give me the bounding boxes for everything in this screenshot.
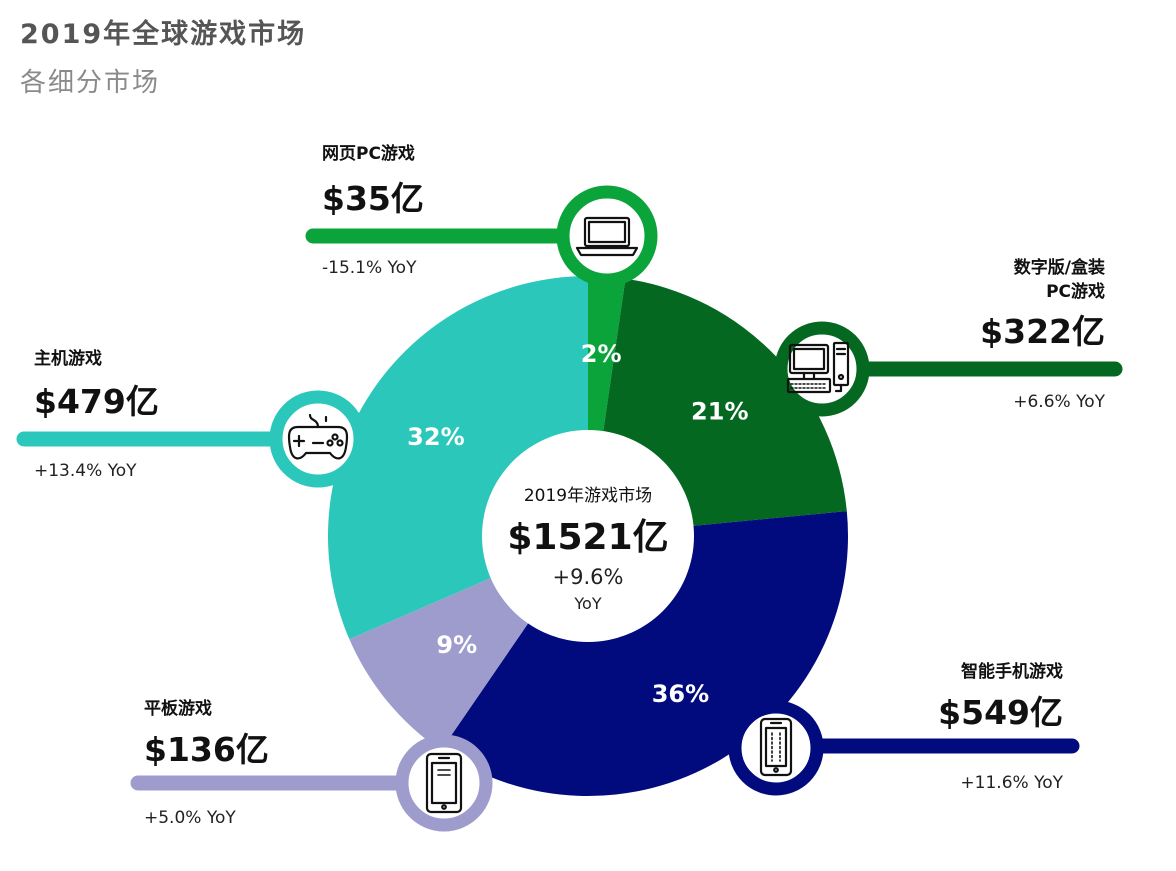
category-label-boxed-pc: 数字版/盒装: [1014, 257, 1105, 278]
yoy-label-smartphone: +11.6% YoY: [960, 773, 1063, 793]
center-yoy: +9.6%: [553, 565, 624, 589]
yoy-label-browser-pc: -15.1% YoY: [322, 258, 417, 278]
center-circle: [482, 430, 694, 642]
percent-label-boxed-pc: 21%: [691, 397, 748, 425]
category-label-smartphone: 智能手机游戏: [961, 661, 1063, 682]
yoy-label-tablet: +5.0% YoY: [144, 808, 236, 828]
desktop-pc-icon: [774, 321, 870, 417]
percent-label-console: 32%: [407, 423, 464, 451]
tablet-icon: [395, 734, 493, 832]
percent-label-tablet: 9%: [436, 631, 477, 659]
center-yoy-unit: YoY: [573, 594, 601, 613]
yoy-label-boxed-pc: +6.6% YoY: [1013, 392, 1105, 412]
smartphone-icon: [728, 700, 824, 796]
gamepad-icon: [269, 390, 367, 488]
center-total-value: $1521亿: [507, 517, 668, 558]
value-label-tablet: $136亿: [144, 730, 269, 769]
category-label-boxed-pc-line2: PC游戏: [1046, 281, 1105, 302]
value-label-browser-pc: $35亿: [322, 179, 424, 218]
category-label-browser-pc: 网页PC游戏: [322, 143, 415, 164]
laptop-icon: [556, 185, 658, 287]
yoy-label-console: +13.4% YoY: [34, 461, 137, 481]
value-label-boxed-pc: $322亿: [980, 312, 1105, 351]
category-label-console: 主机游戏: [34, 348, 102, 369]
center-label: 2019年游戏市场: [524, 486, 652, 506]
category-label-tablet: 平板游戏: [144, 698, 212, 719]
value-label-smartphone: $549亿: [938, 693, 1063, 732]
percent-label-browser-pc: 2%: [581, 340, 622, 368]
percent-label-smartphone: 36%: [652, 680, 709, 708]
value-label-console: $479亿: [34, 382, 159, 421]
chart-subtitle: 各细分市场: [20, 68, 161, 98]
chart-title: 2019年全球游戏市场: [20, 19, 307, 50]
